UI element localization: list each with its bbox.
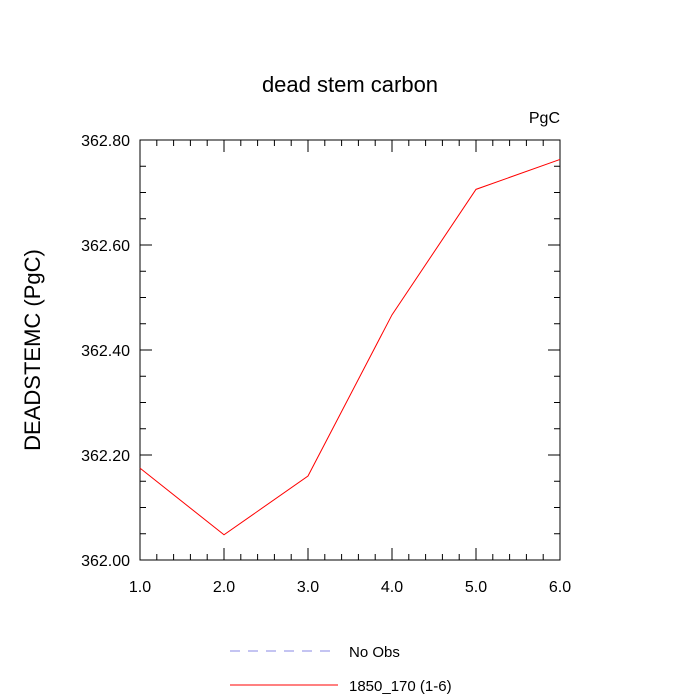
x-tick-label: 5.0: [465, 579, 487, 596]
x-tick-label: 1.0: [129, 579, 151, 596]
y-tick-label: 362.20: [81, 448, 130, 465]
y-axis: 362.00 362.20 362.40 362.60 362.80: [81, 133, 560, 570]
x-tick-label: 2.0: [213, 579, 235, 596]
series-layer: [139, 158, 561, 536]
y-tick-label: 362.00: [81, 553, 130, 570]
legend: No Obs 1850_170 (1-6): [230, 644, 452, 695]
series-line-1: [139, 158, 561, 536]
units-label: PgC: [529, 110, 560, 127]
y-tick-label: 362.40: [81, 343, 130, 360]
y-axis-label: DEADSTEMC (PgC): [20, 249, 45, 451]
x-tick-label: 4.0: [381, 579, 403, 596]
x-axis: 1.0 2.0 3.0 4.0 5.0 6.0: [129, 140, 571, 596]
legend-label-0: No Obs: [349, 644, 400, 661]
legend-label-1: 1850_170 (1-6): [349, 678, 452, 695]
y-tick-label: 362.60: [81, 238, 130, 255]
x-tick-label: 3.0: [297, 579, 319, 596]
x-tick-label: 6.0: [549, 579, 571, 596]
chart-title: dead stem carbon: [262, 72, 438, 97]
y-tick-label: 362.80: [81, 133, 130, 150]
plot-frame: [139, 139, 561, 561]
